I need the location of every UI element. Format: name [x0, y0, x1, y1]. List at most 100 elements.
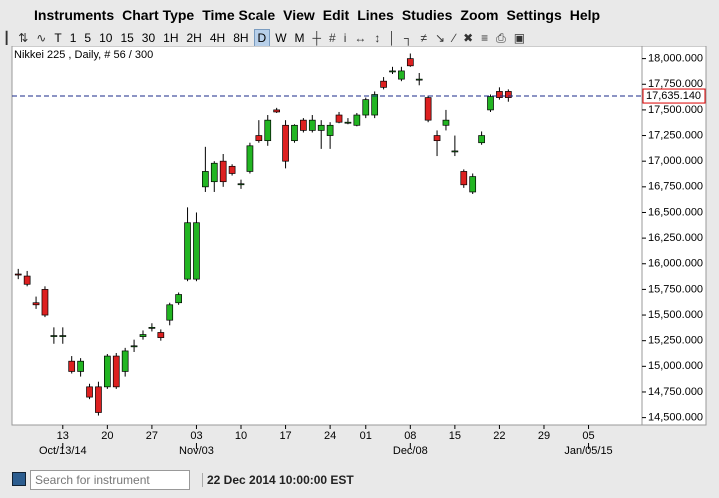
toolbar-icon[interactable]: ▣ [513, 30, 526, 45]
candle-body [210, 162, 218, 183]
toolbar-icon[interactable]: ┼ [312, 30, 322, 45]
toolbar-icon[interactable]: ≡ [481, 30, 489, 45]
timeframe-button[interactable]: M [294, 30, 305, 45]
last-price-box [642, 88, 706, 104]
candle-body [202, 171, 209, 188]
timeframe-button[interactable]: 8H [233, 30, 249, 45]
toolbar-icon[interactable]: │ [388, 30, 396, 45]
timeframe-button[interactable]: D [253, 28, 271, 48]
x-tick-label: 03 [190, 430, 202, 442]
toolbar-icon[interactable]: ↔ [354, 30, 367, 45]
x-period-label: Nov/03 [179, 445, 214, 457]
timeframe-button[interactable]: 30 [141, 30, 156, 45]
toolbar-icon[interactable]: # [329, 30, 336, 45]
toolbar-icon[interactable]: ↕ [374, 30, 381, 45]
candle-body [219, 160, 227, 183]
chart: Nikkei 225 , Daily, # 56 / 300 14,500.00… [11, 45, 707, 457]
candle-body [68, 360, 76, 372]
candle-body [41, 289, 49, 316]
toolbar-icon[interactable]: ┐ [403, 30, 413, 45]
toolbar-icon[interactable]: ∕ [453, 30, 456, 45]
candle-body [496, 91, 503, 98]
timeframe-button[interactable]: W [275, 30, 287, 45]
x-tick-label: 20 [101, 430, 113, 442]
timeframe-button[interactable]: 2H [186, 30, 202, 45]
candle-body [157, 332, 165, 338]
candle-body [406, 58, 414, 67]
timeframe-button[interactable]: 10 [99, 30, 113, 45]
status-bar: Search for instrument 22 Dec 2014 10:00:… [0, 462, 719, 498]
y-tick-label: 15,000.000 [648, 360, 703, 372]
candle-body [184, 222, 191, 280]
y-tick-label: 15,500.000 [648, 309, 703, 321]
timeframe-button[interactable]: 4H [209, 30, 226, 45]
x-tick-label: 01 [360, 430, 372, 442]
candle-body [317, 124, 325, 131]
candle-body [451, 150, 459, 153]
candle-body [112, 355, 120, 388]
x-tick-label: 05 [582, 430, 594, 442]
toolbar-icon[interactable]: ≠ [420, 30, 428, 45]
menu-item[interactable]: View [283, 7, 315, 23]
y-tick-label: 16,500.000 [648, 206, 703, 218]
menu-item[interactable]: Help [569, 7, 601, 23]
timeframe-button[interactable]: 1H [163, 30, 179, 45]
candle-body [344, 121, 352, 124]
candle-body [148, 327, 156, 329]
toolbar-icon[interactable]: ↘ [435, 30, 446, 45]
menu-item[interactable]: Lines [357, 7, 394, 23]
candle-body [175, 294, 182, 304]
search-box[interactable]: Search for instrument [30, 470, 190, 490]
x-tick-label: 17 [279, 430, 291, 442]
y-tick-label: 15,750.000 [648, 283, 703, 295]
y-tick-label: 17,750.000 [648, 78, 703, 90]
x-tick-label: 08 [404, 430, 416, 442]
toolbar-icon[interactable]: ⎙ [496, 30, 506, 45]
timeframe-button[interactable]: 15 [120, 30, 134, 45]
timeframe-button[interactable]: T [54, 30, 62, 45]
toolbar: ┃ ⇅ ∿ T 1 5 10 15 30 1H 2H 4H 8H D W M ┼ # i ↔ ↕ │ ┐ ≠ ↘ ∕ ✖ ≡ ⎙ ▣ [0, 28, 719, 48]
candle-body [121, 350, 129, 372]
candle-body [273, 109, 281, 113]
candle-body [193, 222, 200, 280]
candle-body [228, 165, 236, 174]
candle-body [59, 335, 67, 337]
menu-item[interactable]: Instruments [34, 7, 115, 23]
candle-body [389, 70, 396, 73]
x-tick-label: 10 [235, 430, 247, 442]
toolbar-icon[interactable]: ┃ [3, 30, 11, 45]
y-tick-label: 18,000.000 [648, 53, 703, 65]
timeframe-button[interactable]: 5 [84, 30, 92, 45]
toolbar-icon[interactable]: i [343, 30, 347, 45]
toolbar-icon[interactable]: ✖ [463, 30, 474, 45]
candle-body [86, 386, 93, 398]
menu-item[interactable]: Chart Type [122, 7, 195, 23]
x-tick-label: 27 [146, 430, 158, 442]
candle-body [77, 360, 84, 372]
timestamp: 22 Dec 2014 10:00:00 EST [202, 473, 354, 487]
toolbar-icon[interactable]: ⇅ [18, 30, 29, 45]
y-tick-label: 14,750.000 [648, 386, 703, 398]
menu-item[interactable]: Edit [322, 7, 350, 23]
search-placeholder: Search for instrument [35, 473, 150, 487]
candle-body [264, 119, 272, 142]
chart-title: Nikkei 225 , Daily, # 56 / 300 [14, 49, 153, 61]
menu-item[interactable]: Zoom [460, 7, 499, 23]
menu-bar: Instruments Chart Type Time Scale View Edit L… [0, 0, 719, 30]
menu-item[interactable]: Time Scale [202, 7, 276, 23]
y-tick-label: 16,000.000 [648, 258, 703, 270]
candle-body [32, 302, 40, 306]
toolbar-icon[interactable]: ∿ [36, 30, 47, 45]
candle-body [460, 171, 468, 186]
candle-body [103, 355, 111, 388]
y-tick-label: 17,500.000 [648, 104, 703, 116]
candle-body [469, 176, 477, 193]
candle-body [504, 91, 512, 98]
menu-item[interactable]: Settings [506, 7, 562, 23]
menu-item[interactable]: Studies [401, 7, 453, 23]
x-tick-label: 13 [57, 430, 69, 442]
x-period-label: Oct/13/14 [39, 445, 87, 457]
timeframe-button[interactable]: 1 [69, 30, 77, 45]
candle-body [487, 96, 494, 111]
